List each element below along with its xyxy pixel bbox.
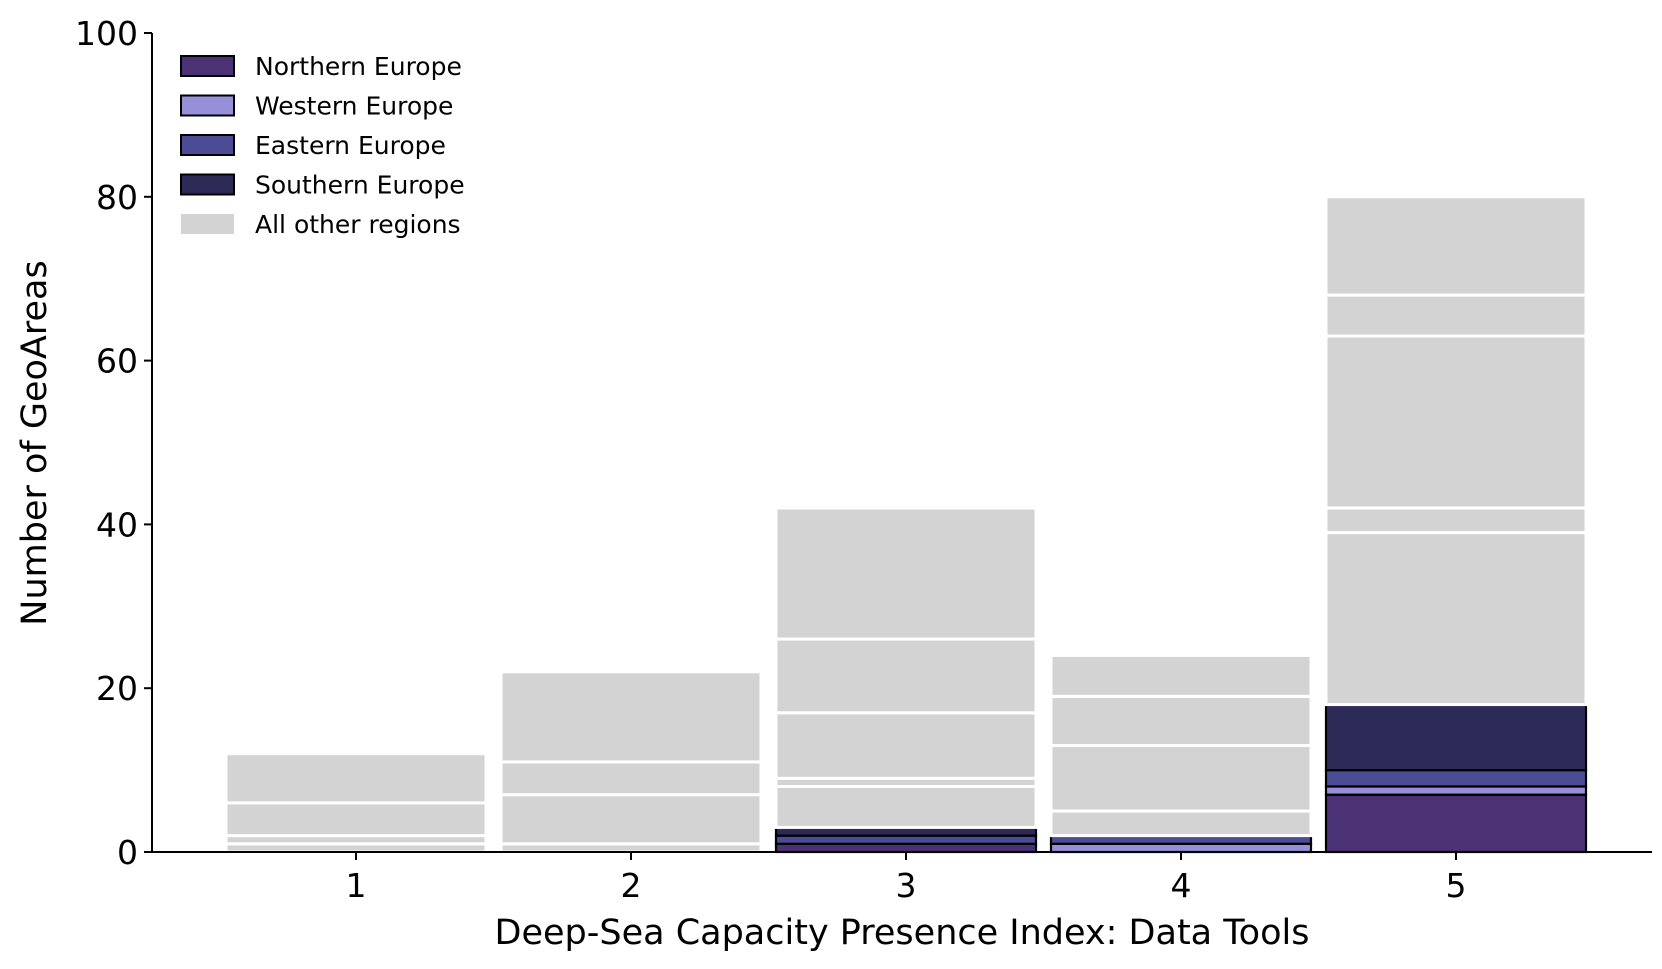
y-tick-label: 40 (96, 505, 138, 544)
bar-segment (1324, 768, 1588, 788)
bar-segment (499, 670, 763, 764)
y-tick-label: 20 (96, 669, 138, 708)
y-tick-label: 0 (117, 833, 138, 872)
legend: Northern Europe Western Europe Eastern Eur… (180, 52, 465, 239)
legend-label: Eastern Europe (255, 131, 446, 160)
y-axis-title: Number of GeoAreas (15, 260, 55, 625)
legend-swatch (180, 134, 235, 156)
legend-label: Northern Europe (255, 52, 462, 81)
bar-segment (1324, 785, 1588, 796)
bars-layer (224, 195, 1588, 854)
bar-segment (774, 711, 1038, 780)
bar-segment (1324, 195, 1588, 297)
bar-segment (1324, 506, 1588, 535)
y-tick-label: 80 (96, 178, 138, 217)
bar-segment (774, 834, 1038, 845)
bar-segment (774, 506, 1038, 641)
legend-swatch (181, 214, 234, 234)
y-ticks: 0 20 40 60 80 100 (75, 14, 152, 872)
bar-segment (1049, 842, 1313, 854)
x-axis-title: Deep-Sea Capacity Presence Index: Data T… (495, 913, 1310, 953)
bar-segment (499, 793, 763, 846)
bar-segment (1324, 334, 1588, 510)
y-tick-label: 100 (75, 14, 138, 53)
bar-segment (1049, 809, 1313, 838)
legend-label: All other regions (255, 210, 461, 239)
bar-segment (224, 752, 488, 805)
bar-segment (1324, 703, 1588, 772)
legend-swatch (180, 173, 235, 196)
bar-segment (1049, 694, 1313, 748)
bar-segment (1049, 744, 1313, 813)
x-ticks: 1 2 3 4 5 (346, 852, 1467, 905)
bar-segment (774, 842, 1038, 854)
legend-swatch (180, 55, 235, 77)
x-tick-label: 3 (896, 866, 917, 905)
bar-segment (224, 801, 488, 838)
bar-segment (1324, 293, 1588, 338)
bar-segment (774, 637, 1038, 715)
legend-label: Western Europe (255, 92, 453, 121)
bar-segment (774, 784, 1038, 829)
axes-layer (151, 33, 1652, 853)
bar-segment (499, 760, 763, 797)
legend-label: Southern Europe (255, 171, 465, 200)
x-tick-label: 1 (346, 866, 367, 905)
legend-swatch (180, 94, 235, 117)
bar-segment (1049, 653, 1313, 698)
bar-segment (1324, 793, 1588, 854)
x-tick-label: 4 (1171, 866, 1192, 905)
x-tick-label: 2 (621, 866, 642, 905)
bar-segment (1324, 531, 1588, 707)
y-tick-label: 60 (96, 342, 138, 381)
x-tick-label: 5 (1446, 866, 1467, 905)
